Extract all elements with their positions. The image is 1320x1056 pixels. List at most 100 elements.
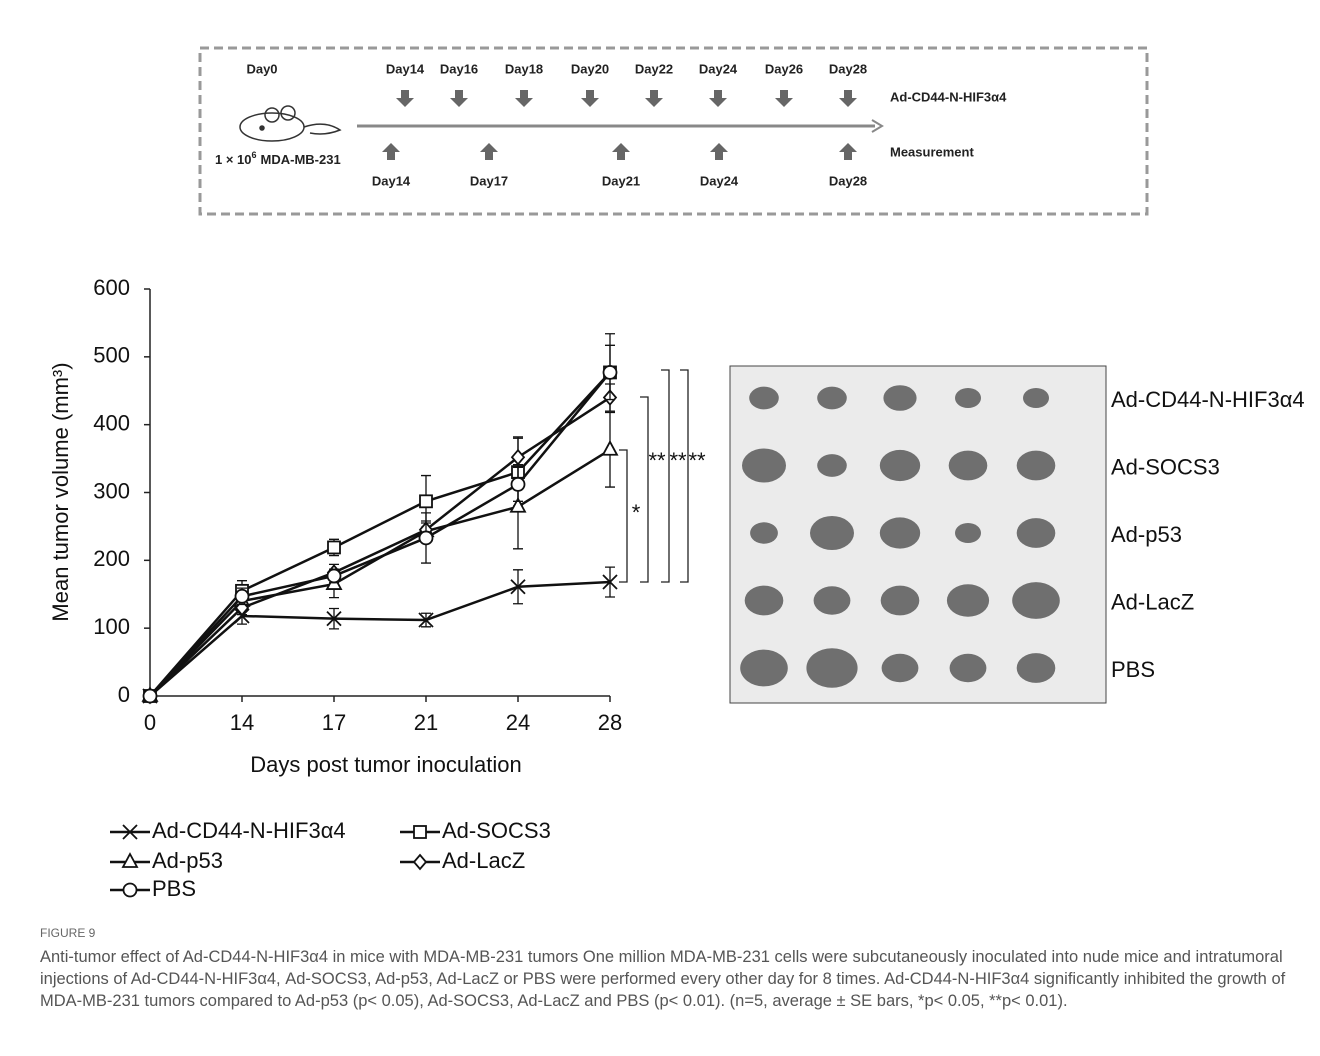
figure: Day0 1 × 106 MDA-MB-231 Ad-CD44-N-HIF3α4 … bbox=[48, 46, 1305, 901]
legend-label: Ad-LacZ bbox=[442, 848, 525, 873]
marker bbox=[327, 540, 341, 555]
marker bbox=[121, 852, 139, 868]
y-tick-label: 600 bbox=[93, 275, 130, 300]
arrow bbox=[709, 90, 727, 107]
y-axis-title: Mean tumor volume (mm³) bbox=[48, 362, 73, 621]
arrow bbox=[710, 143, 728, 160]
significance-bracket bbox=[640, 396, 649, 583]
injection-day: Day28 bbox=[829, 61, 867, 76]
tumor bbox=[949, 653, 987, 683]
arrow bbox=[382, 143, 400, 160]
photo-row-label: Ad-p53 bbox=[1111, 522, 1182, 547]
marker bbox=[509, 496, 527, 513]
caption-text: Anti-tumor effect of Ad-CD44-N-HIF3α4 in… bbox=[40, 948, 1286, 1010]
injection-day: Day22 bbox=[635, 61, 673, 76]
tumor bbox=[817, 454, 847, 477]
arrow bbox=[775, 90, 793, 107]
injection-day: Day14 bbox=[386, 61, 425, 76]
y-tick-label: 500 bbox=[93, 343, 130, 368]
series-line bbox=[149, 448, 611, 697]
legend-label: PBS bbox=[152, 876, 196, 901]
measurement-day: Day14 bbox=[372, 173, 411, 188]
arrow bbox=[839, 143, 857, 160]
tumor bbox=[1012, 582, 1060, 619]
cells-text: 1 × 10 bbox=[215, 152, 252, 167]
tumor bbox=[880, 585, 920, 616]
marker bbox=[412, 853, 428, 871]
marker bbox=[602, 365, 618, 380]
marker bbox=[234, 588, 250, 604]
cells-line: MDA-MB-231 bbox=[261, 152, 341, 167]
tumor bbox=[955, 523, 981, 543]
measurement-day: Day24 bbox=[700, 173, 739, 188]
x-tick-label: 0 bbox=[144, 710, 156, 735]
tumor bbox=[750, 522, 778, 544]
tumor bbox=[881, 653, 919, 683]
mouse-icon bbox=[239, 105, 342, 142]
marker bbox=[326, 611, 342, 627]
measurement-day: Day21 bbox=[602, 173, 640, 188]
tumor bbox=[740, 649, 788, 687]
marker bbox=[418, 530, 434, 546]
marker bbox=[326, 568, 342, 584]
tumor bbox=[813, 586, 851, 615]
injection-day: Day16 bbox=[440, 61, 478, 76]
y-tick-label: 400 bbox=[93, 410, 130, 435]
x-tick-label: 24 bbox=[506, 710, 530, 735]
series-line bbox=[149, 580, 611, 697]
arrow bbox=[515, 90, 533, 107]
tumor bbox=[1016, 450, 1056, 481]
significance-label: ** bbox=[688, 448, 706, 473]
tumor bbox=[948, 450, 988, 481]
tumor bbox=[879, 517, 921, 549]
tumor bbox=[1016, 653, 1056, 683]
marker bbox=[142, 688, 158, 704]
x-tick-label: 14 bbox=[230, 710, 254, 735]
arrow bbox=[612, 143, 630, 160]
series-line bbox=[149, 371, 611, 697]
x-tick-label: 21 bbox=[414, 710, 438, 735]
photo-row-label: Ad-SOCS3 bbox=[1111, 454, 1220, 479]
schematic-box bbox=[198, 46, 1149, 216]
injection-day: Day26 bbox=[765, 61, 803, 76]
series-line bbox=[149, 371, 611, 697]
marker bbox=[510, 579, 526, 595]
y-tick-label: 200 bbox=[93, 546, 130, 571]
significance-bracket bbox=[680, 369, 689, 583]
marker bbox=[602, 574, 618, 590]
caption-label: FIGURE 9 bbox=[40, 926, 96, 940]
tumor bbox=[810, 516, 854, 550]
significance-label: ** bbox=[669, 448, 687, 473]
injection-day: Day20 bbox=[571, 61, 609, 76]
x-tick-label: 17 bbox=[322, 710, 346, 735]
tumor bbox=[879, 449, 921, 482]
tumor bbox=[806, 648, 858, 688]
legend-label: Ad-SOCS3 bbox=[442, 818, 551, 843]
photo-row-label: Ad-CD44-N-HIF3α4 bbox=[1111, 387, 1305, 412]
injection-label: Ad-CD44-N-HIF3α4 bbox=[890, 89, 1007, 104]
y-tick-label: 300 bbox=[93, 478, 130, 503]
tumor bbox=[817, 386, 847, 410]
injection-day: Day18 bbox=[505, 61, 543, 76]
significance-label: * bbox=[632, 500, 641, 525]
y-tick-label: 0 bbox=[118, 682, 130, 707]
injection-day: Day24 bbox=[699, 61, 738, 76]
legend-label: Ad-CD44-N-HIF3α4 bbox=[152, 818, 346, 843]
day0: Day0 bbox=[246, 61, 277, 76]
caption: FIGURE 9 Anti-tumor effect of Ad-CD44-N-… bbox=[40, 922, 1300, 1012]
arrow bbox=[396, 90, 414, 107]
marker bbox=[418, 612, 434, 628]
arrow bbox=[645, 90, 663, 107]
timeline-arrow bbox=[871, 119, 884, 133]
marker bbox=[413, 825, 427, 839]
marker bbox=[510, 476, 526, 492]
marker bbox=[122, 824, 138, 840]
arrow bbox=[581, 90, 599, 107]
marker bbox=[419, 494, 433, 509]
marker bbox=[510, 448, 526, 466]
series-line bbox=[149, 396, 611, 697]
tumor bbox=[1016, 518, 1056, 548]
x-tick-label: 28 bbox=[598, 710, 622, 735]
tumor bbox=[749, 386, 779, 410]
